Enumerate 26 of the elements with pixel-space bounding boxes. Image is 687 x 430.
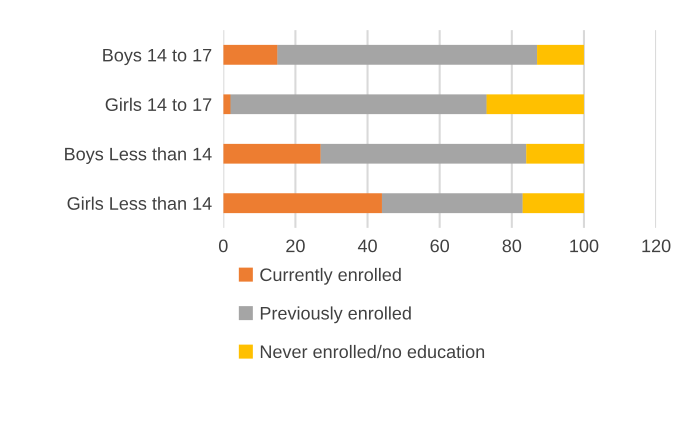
x-tick-label: 120 [642,239,670,252]
x-tick-label: 60 [430,239,450,252]
bar [230,94,487,114]
x-tick-label: 0 [218,239,228,252]
bar [320,144,526,164]
bar [537,44,584,65]
x-tick-label: 20 [286,239,305,252]
bar [223,144,321,164]
bar [223,193,382,214]
y-tick-label: Boys 14 to 17 [103,48,212,66]
legend-label: Currently enrolled [260,268,401,285]
y-tick-label: Girls 14 to 17 [106,98,212,111]
bar [223,94,230,114]
y-tick-label: Boys Less than 14 [65,147,212,164]
bar [526,144,584,164]
x-tick-label: 100 [570,239,598,252]
legend-label: Previously enrolled [260,306,411,324]
bar [522,193,584,214]
bar [382,193,523,214]
bar [223,44,278,65]
bar [486,94,584,114]
y-tick-label: Girls Less than 14 [68,196,212,210]
x-tick-label: 80 [502,239,522,252]
bar [277,44,538,65]
legend-label: Never enrolled/no education [260,344,484,358]
x-tick-label: 40 [358,239,377,252]
